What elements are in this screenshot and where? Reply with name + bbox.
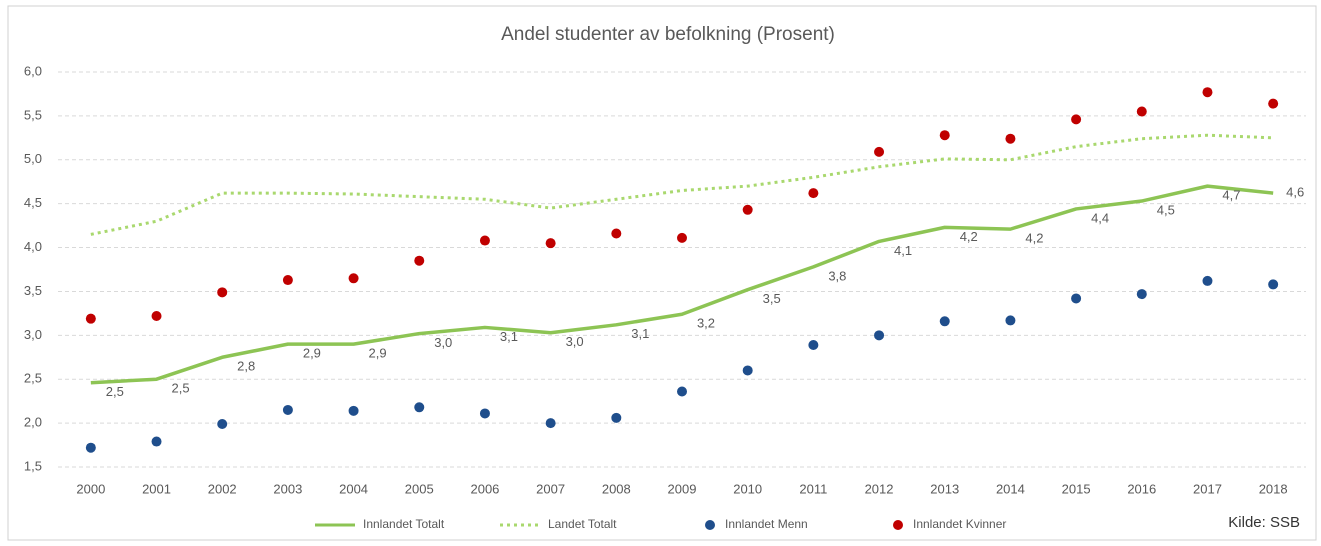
dot — [545, 238, 556, 249]
dot — [348, 273, 359, 284]
data-label: 2,9 — [369, 346, 387, 361]
data-label: 3,1 — [500, 329, 518, 344]
data-label: 3,0 — [566, 334, 584, 349]
data-label: 2,5 — [106, 384, 124, 399]
data-label: 4,7 — [1222, 188, 1240, 203]
dot — [1071, 293, 1082, 304]
y-tick-label: 5,0 — [24, 151, 42, 166]
y-tick-label: 4,5 — [24, 195, 42, 210]
data-label: 4,2 — [1025, 231, 1043, 246]
x-tick-label: 2004 — [339, 481, 368, 496]
x-tick-label: 2010 — [733, 481, 762, 496]
y-tick-label: 4,0 — [24, 239, 42, 254]
x-tick-label: 2007 — [536, 481, 565, 496]
data-label: 3,0 — [434, 335, 452, 350]
y-tick-label: 6,0 — [24, 63, 42, 78]
data-label: 3,2 — [697, 316, 715, 331]
x-tick-label: 2000 — [76, 481, 105, 496]
data-label: 4,5 — [1157, 202, 1175, 217]
dot — [1005, 133, 1016, 144]
dot — [479, 235, 490, 246]
x-tick-label: 2006 — [470, 481, 499, 496]
x-tick-label: 2013 — [930, 481, 959, 496]
dot — [874, 146, 885, 157]
dot — [151, 311, 162, 322]
dot — [1071, 114, 1082, 125]
data-label: 4,4 — [1091, 210, 1109, 225]
dot — [874, 330, 885, 341]
dot — [742, 365, 753, 376]
data-label: 4,2 — [960, 229, 978, 244]
dot — [282, 275, 293, 286]
dot — [611, 228, 622, 239]
dot — [1202, 275, 1213, 286]
dot — [808, 339, 819, 350]
dot — [1136, 106, 1147, 117]
dot — [282, 404, 293, 415]
x-tick-label: 2017 — [1193, 481, 1222, 496]
x-tick-label: 2005 — [405, 481, 434, 496]
x-tick-label: 2002 — [208, 481, 237, 496]
data-label: 2,8 — [237, 359, 255, 374]
x-tick-label: 2008 — [602, 481, 631, 496]
data-label: 3,5 — [763, 291, 781, 306]
dot — [677, 386, 687, 397]
chart-frame — [7, 5, 1317, 541]
dot — [479, 408, 490, 419]
dot — [348, 405, 359, 416]
source-note: Kilde: SSB — [1228, 514, 1300, 531]
dot — [545, 418, 556, 429]
dot — [1136, 289, 1147, 300]
dot — [1268, 98, 1279, 109]
data-label: 2,9 — [303, 346, 321, 361]
legend-swatch — [705, 520, 715, 530]
y-tick-label: 2,0 — [24, 415, 42, 430]
x-tick-label: 2014 — [996, 481, 1025, 496]
x-tick-label: 2012 — [865, 481, 894, 496]
legend-label: Innlandet Menn — [725, 517, 808, 531]
y-tick-label: 5,5 — [24, 107, 42, 122]
x-tick-label: 2015 — [1062, 481, 1091, 496]
series-line — [90, 133, 1274, 236]
y-tick-label: 2,5 — [24, 371, 42, 386]
x-tick-label: 2018 — [1259, 481, 1288, 496]
dot — [1202, 87, 1213, 98]
data-label: 2,5 — [171, 381, 189, 396]
dot — [742, 204, 753, 215]
x-tick-label: 2001 — [142, 481, 171, 496]
legend-label: Landet Totalt — [548, 517, 617, 531]
dot — [611, 412, 622, 423]
x-tick-label: 2011 — [799, 481, 827, 496]
dot — [939, 316, 950, 327]
legend-label: Innlandet Kvinner — [913, 517, 1006, 531]
dot — [85, 313, 96, 324]
dot — [677, 232, 687, 243]
dot — [414, 402, 425, 413]
dot — [1005, 315, 1016, 326]
x-tick-label: 2016 — [1127, 481, 1156, 496]
legend-label: Innlandet Totalt — [363, 517, 445, 531]
y-tick-label: 1,5 — [24, 458, 42, 473]
data-label: 3,8 — [828, 268, 846, 283]
series-line — [90, 184, 1274, 385]
legend-swatch — [893, 520, 903, 530]
x-tick-label: 2003 — [273, 481, 302, 496]
dot — [414, 255, 425, 266]
dot — [217, 418, 228, 429]
dot — [85, 442, 96, 453]
data-label: 3,1 — [631, 326, 649, 341]
data-label: 4,1 — [894, 243, 912, 258]
data-label: 4,6 — [1286, 185, 1304, 200]
dot — [939, 130, 950, 141]
y-tick-label: 3,0 — [24, 327, 42, 342]
y-tick-label: 3,5 — [24, 283, 42, 298]
x-tick-label: 2009 — [668, 481, 697, 496]
dot — [151, 436, 162, 447]
chart-title: Andel studenter av befolkning (Prosent) — [501, 24, 835, 45]
dot — [808, 188, 819, 199]
dot — [1268, 279, 1279, 290]
dot — [217, 287, 228, 298]
